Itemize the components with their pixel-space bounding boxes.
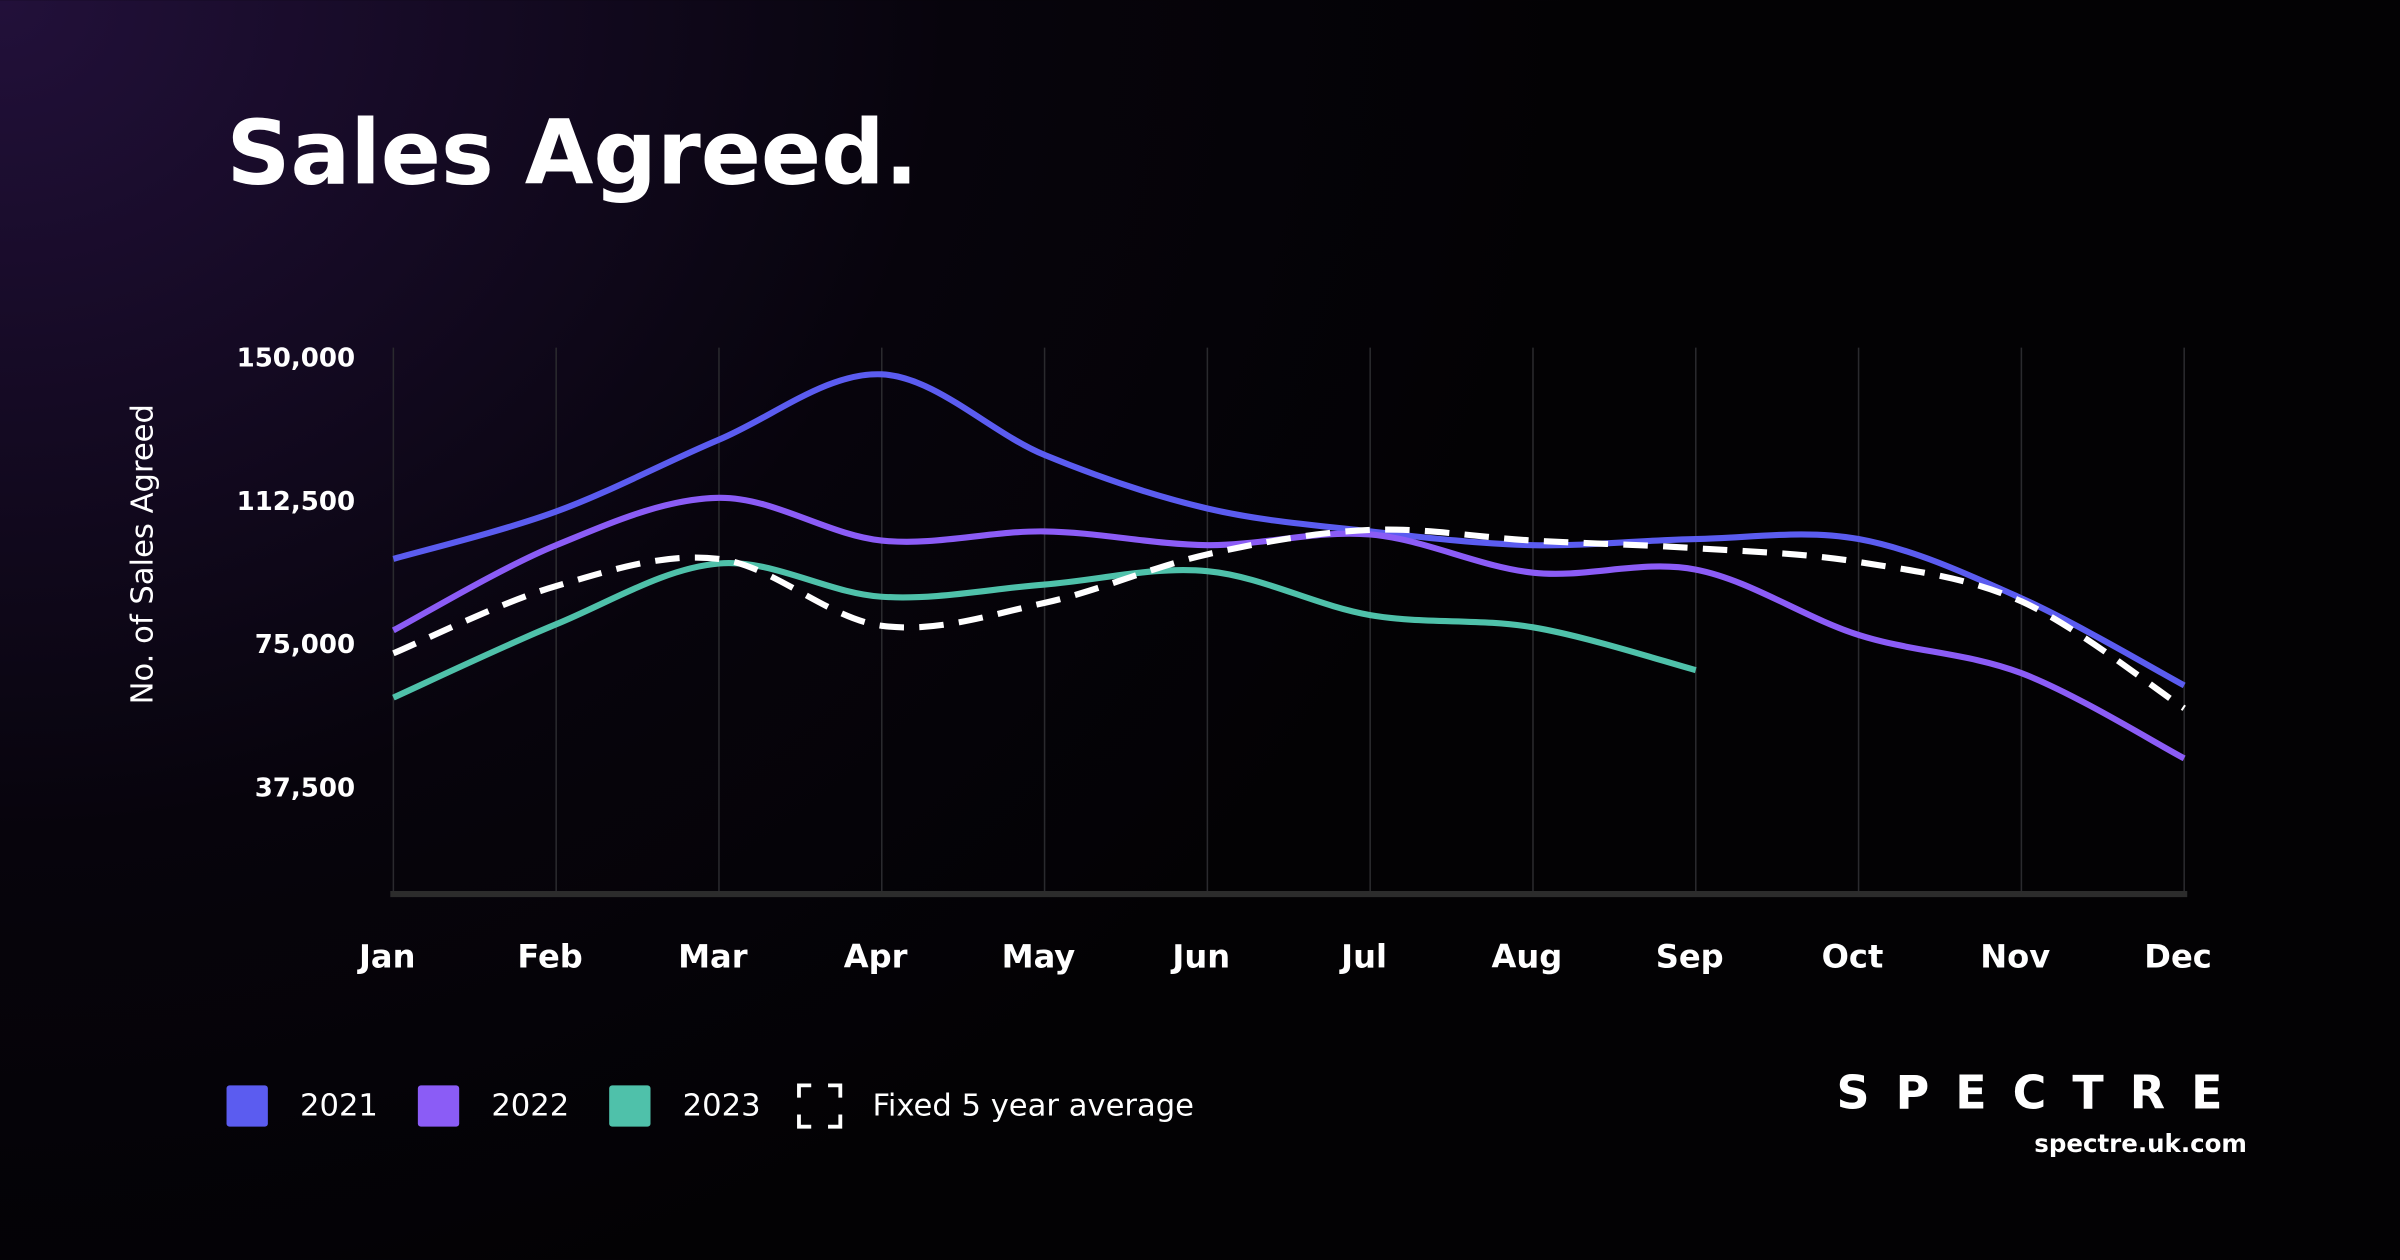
x-tick-label: Mar: [678, 937, 748, 975]
x-tick-label: Feb: [517, 937, 582, 975]
y-tick-label: 112,500: [237, 487, 356, 517]
legend-swatch: [226, 1085, 268, 1127]
x-tick-label: Jun: [1170, 937, 1230, 975]
x-tick-label: Sep: [1656, 937, 1724, 975]
x-tick-label: Dec: [2144, 937, 2212, 975]
series-line: [392, 526, 2186, 711]
series-line: [392, 560, 1697, 701]
x-tick-label: Oct: [1822, 937, 1884, 975]
legend-label: 2022: [491, 1088, 569, 1123]
website: spectre.uk.com: [2034, 1129, 2247, 1158]
chart-title: Sales Agreed.: [227, 102, 919, 205]
x-tick-label: Jul: [1339, 937, 1387, 975]
brand-logo: SPECTRE: [1837, 1066, 2249, 1120]
x-tick-label: May: [1002, 937, 1076, 975]
x-tick-label: Nov: [1980, 937, 2050, 975]
x-tick-label: Aug: [1491, 937, 1562, 975]
series-line: [391, 494, 2186, 762]
y-tick-label: 150,000: [237, 344, 356, 374]
legend-swatch: [797, 1083, 843, 1129]
legend-label: 2023: [683, 1088, 761, 1123]
y-tick-label: 75,000: [255, 630, 355, 660]
x-tick-label: Jan: [357, 937, 416, 975]
legend-swatch: [417, 1085, 460, 1127]
legend-label: Fixed 5 year average: [872, 1088, 1194, 1123]
legend-label: 2021: [300, 1088, 378, 1123]
y-axis-label: No. of Sales Agreed: [125, 404, 160, 704]
legend-swatch: [609, 1085, 651, 1127]
x-tick-label: Apr: [844, 937, 908, 975]
y-tick-label: 37,500: [255, 773, 355, 803]
series-line: [392, 371, 2186, 689]
